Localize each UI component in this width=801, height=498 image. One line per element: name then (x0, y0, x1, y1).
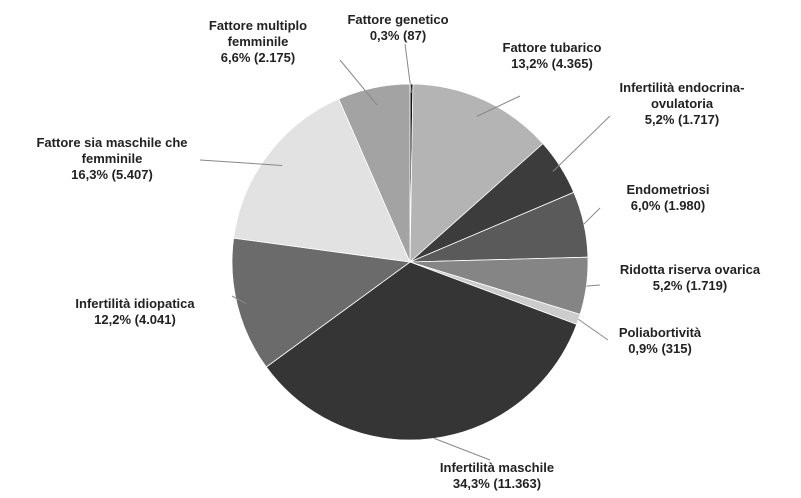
slice-label: Infertilità endocrina-ovulatoria 5,2% (1.… (597, 80, 767, 128)
pie-slice (233, 98, 411, 263)
slice-label: Infertilità idiopatica 12,2% (4.041) (40, 296, 230, 328)
category-name: Infertilità endocrina-ovulatoria (619, 80, 745, 111)
value-label: 34,3% (11.363) (452, 476, 542, 491)
category-name: Infertilità idiopatica (75, 296, 195, 311)
value-label: 5,2% (1.717) (644, 112, 720, 127)
value-label: 6,6% (2.175) (220, 50, 296, 65)
category-name: Fattore tubarico (502, 40, 602, 55)
slice-label: Poliabortività 0,9% (315) (595, 325, 725, 357)
pie-slice (409, 83, 544, 263)
leader-line (339, 59, 378, 106)
slice-label: Fattore multiplo femminile 6,6% (2.175) (188, 18, 328, 66)
slice-label: Fattore sia maschile che femminile 16,3% … (7, 135, 217, 183)
slice-label: Infertilità maschile 34,3% (11.363) (412, 460, 582, 492)
leader-line (552, 115, 611, 172)
value-label: 5,2% (1.719) (652, 278, 728, 293)
slice-label: Endometriosi 6,0% (1.980) (593, 182, 743, 214)
category-name: Fattore multiplo femminile (208, 18, 308, 49)
value-label: 6,0% (1.980) (630, 198, 706, 213)
leader-line (583, 207, 601, 225)
category-name: Infertilità maschile (439, 460, 555, 475)
value-label: 0,9% (315) (628, 341, 692, 356)
pie-slice (265, 261, 578, 441)
leader-line (586, 284, 601, 287)
slice-label: Fattore genetico 0,3% (87) (328, 12, 468, 44)
category-name: Endometriosi (626, 182, 710, 197)
value-label: 16,3% (5.407) (71, 167, 153, 182)
leader-line (578, 318, 609, 341)
value-label: 12,2% (4.041) (94, 312, 176, 327)
pie-slice (231, 237, 412, 368)
category-name: Fattore genetico (347, 12, 449, 27)
slice-label: Ridotta riserva ovarica 5,2% (1.719) (595, 262, 785, 294)
category-name: Poliabortività (618, 325, 702, 340)
value-label: 0,3% (87) (369, 28, 427, 43)
leader-line (231, 295, 247, 304)
pie-slice (338, 83, 411, 263)
leader-line (476, 95, 521, 117)
slice-label: Fattore tubarico 13,2% (4.365) (477, 40, 627, 72)
category-name: Ridotta riserva ovarica (619, 262, 761, 277)
leader-line (199, 159, 283, 166)
leader-line (434, 437, 491, 461)
category-name: Fattore sia maschile che femminile (36, 135, 188, 166)
value-label: 13,2% (4.365) (511, 56, 593, 71)
